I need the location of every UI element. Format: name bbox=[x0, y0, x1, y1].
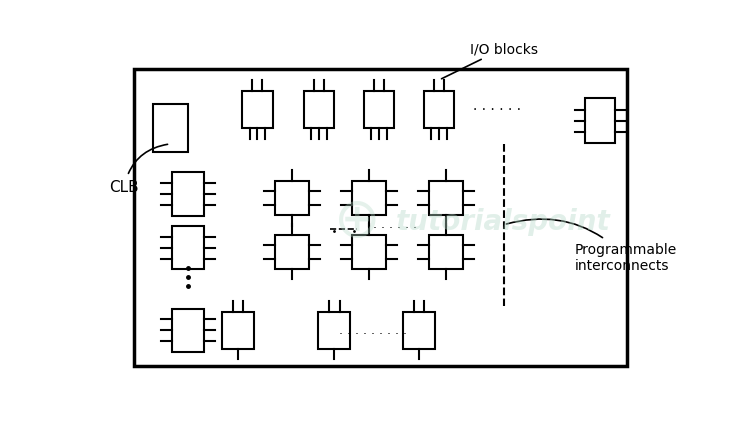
Bar bbox=[172, 173, 204, 216]
Bar bbox=[242, 92, 273, 129]
Text: · · · · · ·: · · · · · · bbox=[373, 221, 417, 234]
Text: ⊕: ⊕ bbox=[334, 194, 381, 248]
Bar bbox=[172, 309, 204, 352]
Bar bbox=[352, 181, 386, 215]
Text: CLB: CLB bbox=[110, 145, 167, 194]
Bar bbox=[352, 235, 386, 269]
Text: · · · · · · · · ·: · · · · · · · · · bbox=[339, 327, 406, 340]
Bar bbox=[424, 92, 454, 129]
Bar bbox=[275, 181, 309, 215]
Bar bbox=[585, 99, 614, 144]
Bar bbox=[275, 235, 309, 269]
Bar bbox=[154, 104, 188, 152]
Text: Programmable
interconnects: Programmable interconnects bbox=[506, 220, 676, 273]
Bar bbox=[222, 312, 254, 349]
Bar bbox=[304, 92, 334, 129]
Bar bbox=[172, 227, 204, 270]
Text: · · · · · ·: · · · · · · bbox=[473, 103, 521, 117]
Bar bbox=[318, 312, 350, 349]
Bar bbox=[429, 235, 463, 269]
Text: I/O blocks: I/O blocks bbox=[442, 42, 538, 80]
Bar bbox=[403, 312, 435, 349]
Bar bbox=[364, 92, 394, 129]
Bar bbox=[134, 70, 627, 366]
Text: tutorialspoint: tutorialspoint bbox=[396, 207, 610, 235]
Bar bbox=[429, 181, 463, 215]
